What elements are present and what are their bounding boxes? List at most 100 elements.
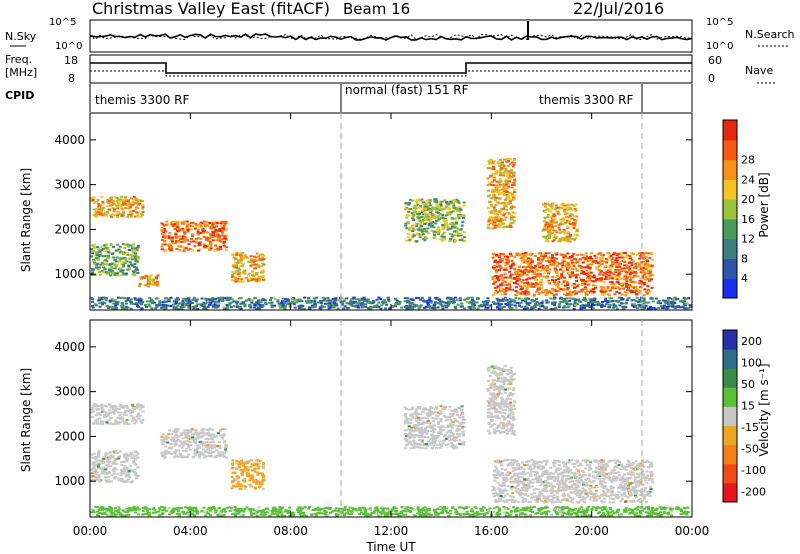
power-cell <box>603 305 607 308</box>
velocity-cell <box>166 452 170 454</box>
power-cell <box>454 305 457 308</box>
power-cell <box>202 307 206 310</box>
power-cell <box>593 301 597 304</box>
power-cell <box>106 254 110 257</box>
power-cell <box>250 301 254 304</box>
power-cell <box>112 210 116 213</box>
power-cell <box>603 288 606 291</box>
power-cell <box>612 273 616 276</box>
power-cell <box>437 214 441 217</box>
power-cell <box>144 303 147 306</box>
power-cell <box>241 280 245 283</box>
power-cell <box>630 276 634 279</box>
velocity-cell <box>187 431 191 434</box>
velocity-cell <box>200 453 204 456</box>
velocity-cell <box>111 462 115 465</box>
power-cell <box>506 255 510 258</box>
power-cell <box>554 307 558 309</box>
power-cell <box>119 269 123 271</box>
velocity-cell <box>112 460 115 463</box>
power-cell <box>450 235 454 238</box>
power-cell <box>536 257 540 259</box>
power-cell <box>551 255 554 258</box>
power-cell <box>616 252 620 255</box>
power-cell <box>124 207 128 210</box>
power-cell <box>573 286 576 289</box>
power-cell <box>518 254 521 257</box>
power-cell <box>508 224 512 227</box>
velocity-cell <box>173 440 177 442</box>
power-cell <box>197 249 200 252</box>
velocity-cell <box>188 448 192 451</box>
power-cell <box>253 306 257 309</box>
power-cell <box>458 214 462 217</box>
power-cell <box>541 229 545 232</box>
velocity-cell <box>136 405 140 408</box>
power-cell <box>434 222 438 225</box>
power-cell <box>564 221 567 224</box>
power-cell <box>407 203 411 206</box>
velocity-cell <box>253 464 257 467</box>
power-cell <box>457 217 461 220</box>
power-cell <box>614 304 618 307</box>
power-cell <box>566 226 570 229</box>
power-cell <box>276 299 280 302</box>
velocity-cell <box>100 459 104 462</box>
power-cell <box>489 211 493 214</box>
power-cell <box>350 302 353 305</box>
velocity-cell <box>198 436 202 439</box>
power-cell <box>175 221 179 224</box>
power-cell <box>588 297 592 300</box>
power-cell <box>114 260 118 263</box>
power-cell <box>566 216 570 219</box>
power-cell <box>612 306 616 309</box>
power-cell <box>502 226 506 229</box>
power-cell <box>559 288 563 291</box>
power-cell <box>211 300 215 303</box>
power-cell <box>535 301 539 304</box>
power-cell <box>306 301 310 304</box>
power-cell <box>427 224 431 227</box>
power-cell <box>92 250 96 253</box>
power-cell <box>665 301 669 304</box>
power-cell <box>498 226 502 228</box>
velocity-cell <box>181 443 185 446</box>
power-cell <box>257 259 261 262</box>
power-cell <box>120 302 124 304</box>
power-cell <box>100 195 104 198</box>
power-cell <box>244 299 248 302</box>
power-cell <box>673 305 677 308</box>
velocity-cell <box>197 451 201 454</box>
power-cell <box>121 261 125 264</box>
power-cell <box>173 242 177 245</box>
power-cell <box>554 225 558 228</box>
power-cell <box>462 201 466 204</box>
velocity-cell <box>201 431 205 434</box>
velocity-cell <box>140 421 144 424</box>
velocity-cell <box>237 461 241 463</box>
power-cell <box>202 243 206 246</box>
power-cell <box>639 255 643 257</box>
power-cell <box>128 204 131 207</box>
power-cell <box>563 280 567 283</box>
power-cell <box>379 298 383 301</box>
power-cell <box>525 288 529 291</box>
velocity-cell <box>102 455 106 458</box>
power-cell <box>518 269 522 272</box>
power-cell <box>544 229 548 232</box>
power-cell <box>544 294 548 297</box>
power-cell <box>628 273 632 276</box>
power-cell <box>441 305 445 308</box>
power-cell <box>91 269 95 272</box>
power-cell <box>516 252 519 255</box>
power-cell <box>447 301 451 304</box>
power-cell <box>122 273 126 276</box>
power-cell <box>492 167 496 170</box>
power-cell <box>488 194 492 197</box>
power-cell <box>193 305 197 308</box>
power-cell <box>630 285 634 288</box>
power-cell <box>543 272 547 275</box>
power-cell <box>184 304 188 307</box>
power-cell <box>492 265 496 267</box>
power-cell <box>153 281 157 284</box>
